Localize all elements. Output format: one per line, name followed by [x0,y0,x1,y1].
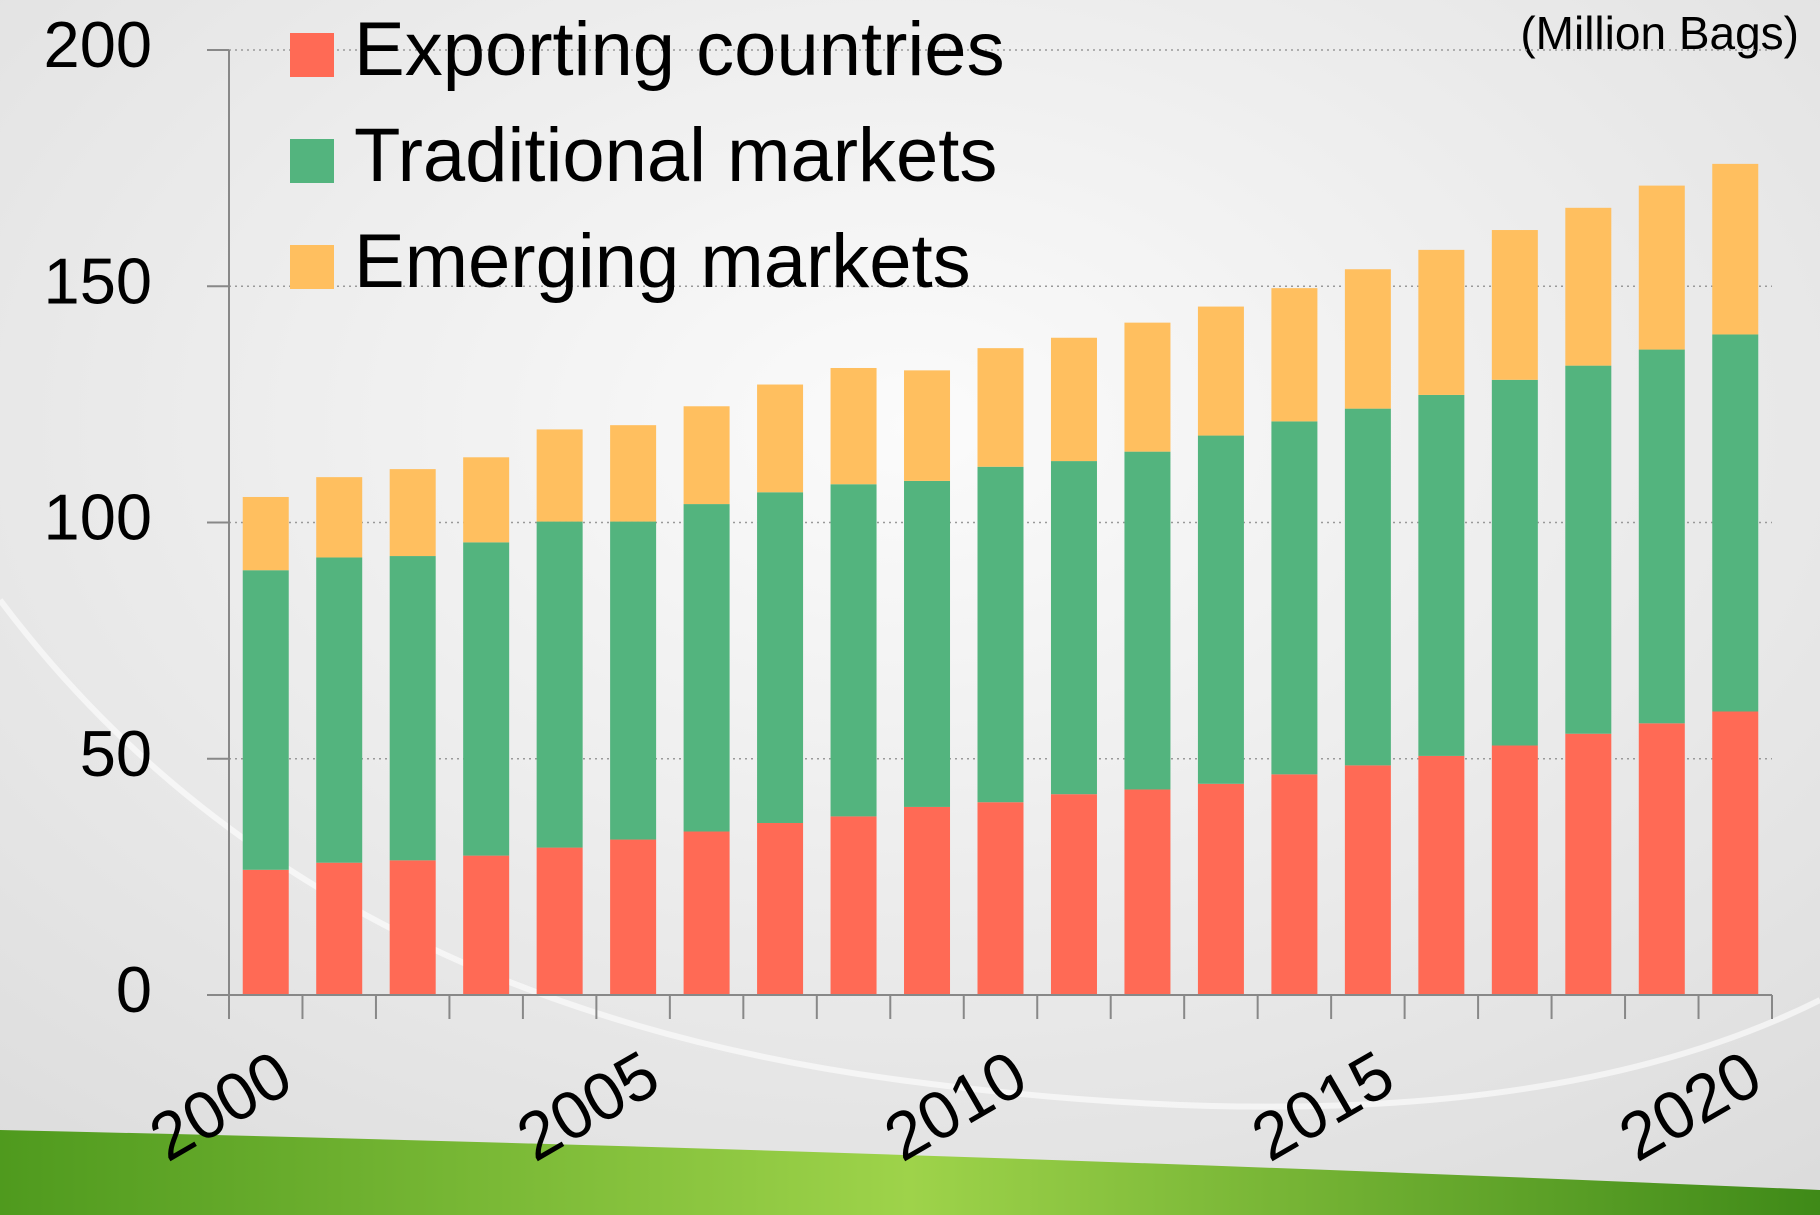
y-tick-label: 50 [80,717,152,790]
bar-segment [536,429,583,522]
bar-segment [1344,408,1391,766]
bar-segment [757,384,804,493]
bar-segment [757,823,804,995]
bar-segment [536,521,583,848]
bar-segment [463,542,510,856]
bar-segment [683,831,730,995]
y-tick-label: 150 [44,244,152,317]
bar-segment [1344,269,1391,409]
bar-segment [1638,723,1685,995]
bar-segment [1418,394,1465,756]
bar-segment [1124,451,1171,790]
bar-segment [1491,230,1538,380]
bar-segment [242,869,289,995]
legend-swatch [290,245,334,289]
bar-segment [904,370,951,481]
bar-segment [1197,783,1244,995]
bar-segment [610,425,657,522]
bar-segment [1491,745,1538,995]
bar-segment [1271,421,1318,775]
bar-segment [1565,207,1612,366]
bar-segment [1050,337,1097,462]
y-tick-label: 200 [44,8,152,81]
bar-segment [1124,789,1171,995]
y-tick-label: 100 [44,481,152,554]
y-tick-label: 0 [116,953,152,1026]
bar-segment [1124,322,1171,452]
bar-segment [1491,379,1538,746]
bar-segment [830,816,877,995]
bar-segment [1050,794,1097,995]
bar-segment [977,466,1024,803]
decor-swoosh [0,598,1820,1110]
bar-segment [1418,755,1465,995]
decor-green-band [0,1130,1820,1215]
bar-segment [536,847,583,995]
bar-segment [242,496,289,571]
bar-segment [683,504,730,832]
bar-segment [316,477,363,558]
bar-segment [1638,185,1685,350]
legend-label: Traditional markets [354,113,997,198]
bar-segment [1565,365,1612,734]
bar-segment [316,862,363,995]
bar-segment [1418,249,1465,395]
bar-segment [389,469,436,557]
bar-segment [389,860,436,995]
bar-segment [830,484,877,817]
bar-segment [389,556,436,861]
bar-segment [1197,306,1244,436]
bar-segment [683,406,730,505]
bar-segment [1271,774,1318,995]
bar-segment [1638,349,1685,724]
bar-segment [610,839,657,995]
bar-segment [1712,711,1759,995]
bar-segment [977,348,1024,467]
bar-segment [610,521,657,840]
bar-segment [316,557,363,863]
bar-segment [1712,163,1759,335]
bar-segment [904,480,951,807]
bar-segment [1197,435,1244,784]
legend-swatch [290,139,334,183]
bar-segment [830,367,877,485]
bar-segment [977,802,1024,995]
bar-segment [904,806,951,995]
legend-label: Emerging markets [354,219,971,304]
bar-segment [1565,733,1612,995]
bar-segment [1344,765,1391,995]
unit-annotation: (Million Bags) [1520,7,1799,59]
bar-segment [463,855,510,995]
bar-segment [1271,288,1318,422]
bar-segment [757,492,804,824]
bar-segment [1712,334,1759,712]
bar-segment [242,570,289,870]
legend-swatch [290,33,334,77]
bar-segment [463,457,510,543]
legend-label: Exporting countries [354,7,1005,92]
bar-segment [1050,461,1097,795]
